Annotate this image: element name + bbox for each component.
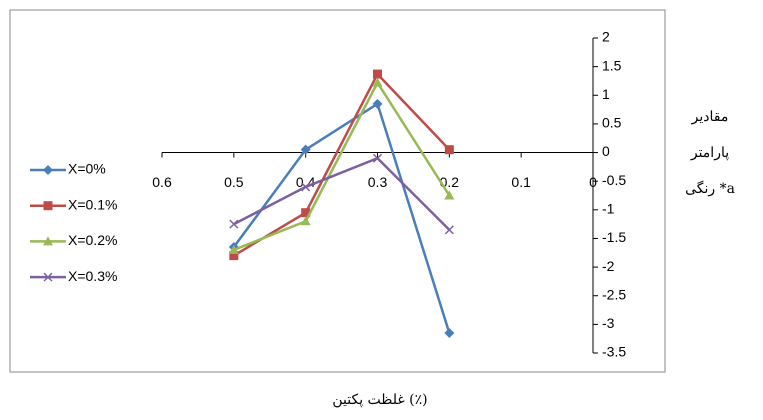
series-line xyxy=(233,80,451,252)
y-tick-label: -1 xyxy=(602,201,615,217)
data-point xyxy=(300,216,311,226)
y-tick-label: -2 xyxy=(602,258,615,274)
data-point xyxy=(301,182,311,192)
y-axis-title: پارامتر xyxy=(690,145,729,161)
legend-label: X=0.1% xyxy=(68,196,117,212)
y-tick-label: 1 xyxy=(602,86,610,102)
chart-frame xyxy=(9,9,666,373)
y-tick-label: -3 xyxy=(602,315,615,331)
y-axis-title: رنگی *a xyxy=(685,180,735,197)
series-line xyxy=(233,71,451,257)
data-point xyxy=(444,225,454,235)
x-tick-label: 0.2 xyxy=(440,174,460,190)
y-tick-label: -3.5 xyxy=(602,344,626,360)
data-point xyxy=(444,190,455,200)
data-point xyxy=(228,244,239,254)
y-tick-label: 2 xyxy=(602,29,610,45)
legend-marker xyxy=(43,201,53,211)
data-point xyxy=(372,77,383,87)
y-tick-label: -0.5 xyxy=(602,172,626,188)
y-tick-label: 0.5 xyxy=(602,115,622,131)
data-point xyxy=(229,219,239,229)
data-point xyxy=(229,251,239,261)
legend-marker xyxy=(43,165,53,175)
legend-label: X=0% xyxy=(68,161,106,177)
data-point xyxy=(444,145,454,155)
data-point xyxy=(372,153,383,163)
x-tick-label: 0.6 xyxy=(152,174,172,190)
y-tick-label: 0 xyxy=(602,143,610,159)
x-tick-label: 0.5 xyxy=(224,174,244,190)
data-point xyxy=(373,69,382,79)
x-tick-label: 0.3 xyxy=(368,174,388,190)
data-point xyxy=(444,327,455,338)
data-point xyxy=(372,98,383,109)
y-axis-title: مقادیر xyxy=(691,109,729,125)
y-tick-label: 1.5 xyxy=(602,57,622,73)
legend-label: X=0.2% xyxy=(68,232,117,248)
x-axis-title: غلظت پکتین (٪) xyxy=(332,392,427,408)
legend-marker xyxy=(43,272,53,282)
y-tick-label: -2.5 xyxy=(602,286,626,302)
series-line xyxy=(232,101,451,334)
x-tick-label: 0 xyxy=(589,174,597,190)
legend-label: X=0.3% xyxy=(68,268,117,284)
data-point xyxy=(300,144,311,155)
data-point xyxy=(301,208,311,218)
x-tick-label: 0.1 xyxy=(511,174,531,190)
legend-marker xyxy=(43,236,53,246)
series-line xyxy=(233,156,451,231)
y-tick-label: -1.5 xyxy=(602,229,626,245)
